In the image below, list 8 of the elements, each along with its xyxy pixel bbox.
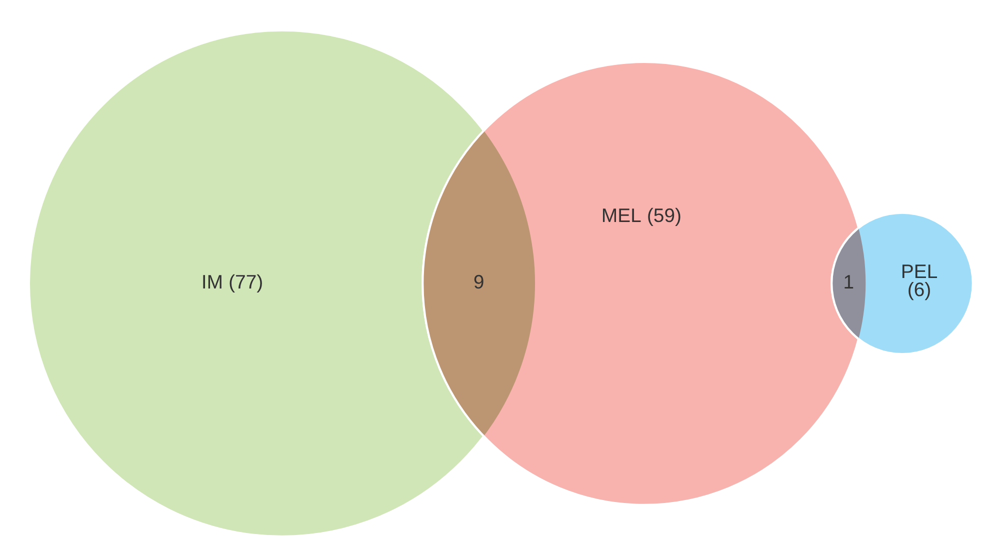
category-label: IM bbox=[203, 275, 222, 288]
data-label: (6) bbox=[908, 282, 930, 300]
text: 9 bbox=[474, 274, 484, 289]
category-label: MEL bbox=[602, 208, 641, 222]
category-label: PEL bbox=[902, 264, 938, 278]
data-label: (77) bbox=[230, 274, 262, 292]
data-label: (59) bbox=[648, 208, 680, 226]
text: 1 bbox=[844, 275, 854, 288]
